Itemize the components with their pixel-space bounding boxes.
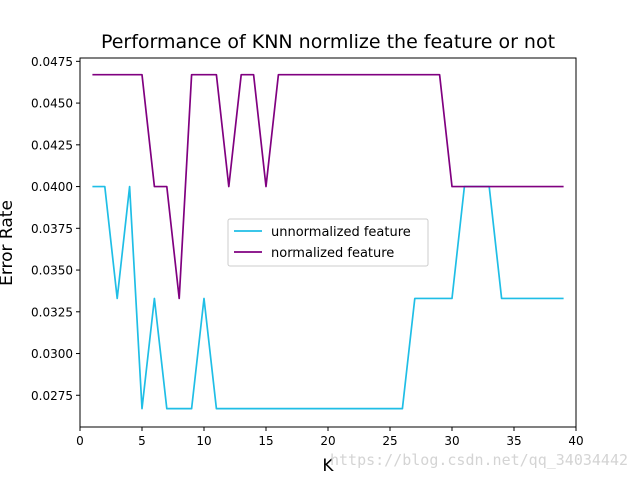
- x-tick-label: 20: [320, 434, 335, 448]
- legend: unnormalized feature normalized feature: [227, 218, 429, 267]
- x-axis: 0 5 10 15 20 25 30 35 40: [76, 427, 584, 448]
- series-line-1: [92, 73, 564, 300]
- y-tick-label: 0.0325: [31, 305, 73, 319]
- y-tick-label: 0.0275: [31, 389, 73, 403]
- legend-label: unnormalized feature: [271, 225, 411, 240]
- watermark-text: https://blog.csdn.net/qq_34034442: [330, 451, 628, 469]
- legend-box: [227, 218, 429, 267]
- y-tick-label: 0.0375: [31, 222, 73, 236]
- y-tick-label: 0.0425: [31, 138, 73, 152]
- legend-label: normalized feature: [271, 246, 394, 261]
- x-tick-label: 10: [196, 434, 211, 448]
- x-tick-label: 0: [76, 434, 84, 448]
- y-axis-label: Error Rate: [0, 200, 17, 286]
- y-tick-label: 0.0400: [31, 180, 73, 194]
- y-tick-label: 0.0300: [31, 347, 73, 361]
- x-tick-label: 30: [444, 434, 459, 448]
- x-tick-label: 35: [506, 434, 521, 448]
- chart-title: Performance of KNN normlize the feature …: [101, 31, 555, 53]
- y-axis: 0.0275 0.0300 0.0325 0.0350 0.0375 0.0400 0.04…: [31, 55, 80, 403]
- x-tick-label: 40: [568, 434, 583, 448]
- plot-series: [92, 73, 564, 410]
- x-tick-label: 15: [258, 434, 273, 448]
- x-axis-label: K: [322, 456, 334, 476]
- x-tick-label: 5: [138, 434, 146, 448]
- series-1: [92, 73, 564, 300]
- y-tick-label: 0.0350: [31, 264, 73, 278]
- y-tick-label: 0.0450: [31, 97, 73, 111]
- x-tick-label: 25: [382, 434, 397, 448]
- y-tick-label: 0.0475: [31, 55, 73, 69]
